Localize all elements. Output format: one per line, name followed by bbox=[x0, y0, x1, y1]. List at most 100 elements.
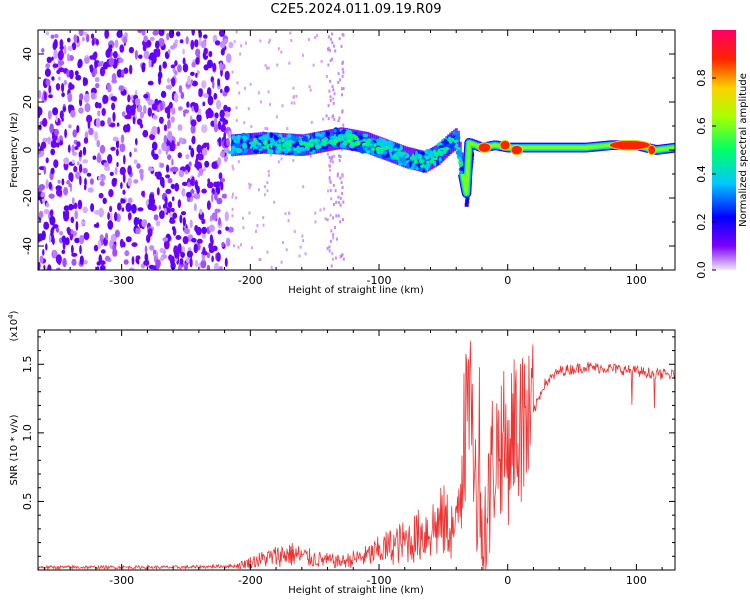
spectrogram-cell bbox=[47, 110, 52, 120]
spectrogram-cell bbox=[95, 83, 100, 89]
spectrogram-cell bbox=[99, 234, 104, 240]
spectrogram-cell bbox=[167, 130, 173, 141]
spectrogram-cell bbox=[296, 145, 300, 153]
spectrogram-cell bbox=[83, 259, 88, 265]
spectrogram-cell bbox=[99, 144, 106, 154]
spectrogram-cell bbox=[225, 237, 231, 247]
spectrogram-cell bbox=[223, 38, 228, 43]
spectrogram-cell bbox=[299, 146, 305, 151]
spectrogram-cell bbox=[217, 229, 222, 235]
spectrogram-cell bbox=[191, 61, 196, 68]
spectrogram-cell bbox=[303, 141, 307, 146]
spectrogram-cell bbox=[316, 33, 319, 37]
spectrogram-cell bbox=[263, 193, 266, 197]
spectrogram-cell bbox=[167, 154, 172, 161]
spectrogram-cell bbox=[343, 139, 348, 146]
spectrogram-cell bbox=[238, 91, 241, 95]
spectrogram-cell bbox=[158, 64, 162, 73]
spectrogram-cell bbox=[439, 147, 444, 151]
spectrogram-cell bbox=[94, 59, 98, 70]
spectrogram-cell bbox=[82, 167, 88, 174]
spectrogram-cell bbox=[195, 72, 198, 78]
spectrogram-cell bbox=[339, 196, 342, 200]
spectrogram-cell bbox=[388, 146, 393, 153]
spectrogram-cell bbox=[328, 48, 331, 52]
spectrogram-cell bbox=[38, 261, 41, 270]
y-tick-label: 1.5 bbox=[21, 356, 34, 374]
spectrogram-cell bbox=[158, 75, 162, 85]
spectrogram-cell bbox=[304, 144, 310, 149]
spectrogram-cell bbox=[190, 79, 194, 84]
spectrogram-cell bbox=[132, 116, 136, 125]
spectrogram-cell bbox=[339, 203, 342, 207]
spectrogram-cell bbox=[163, 239, 170, 250]
spectrogram-cell bbox=[190, 39, 195, 50]
spectrogram-cell bbox=[38, 124, 42, 131]
spectrogram-cell bbox=[75, 171, 81, 180]
spectrogram-cell bbox=[209, 234, 213, 243]
spectrogram-cell bbox=[278, 148, 286, 152]
spectrogram-cell bbox=[299, 245, 302, 249]
spectrogram-cell bbox=[190, 189, 195, 194]
spectrogram-cell bbox=[54, 128, 59, 136]
spectrogram-cell bbox=[405, 162, 410, 169]
spectrogram-cell bbox=[292, 148, 298, 151]
spectrogram-cell bbox=[227, 150, 235, 155]
spectrogram-cell bbox=[438, 157, 442, 162]
spectrogram-cell bbox=[332, 233, 335, 237]
spectrogram-cell bbox=[329, 168, 331, 172]
spectrogram-cell bbox=[337, 119, 340, 123]
spectrogram-cell bbox=[179, 214, 183, 224]
spectrogram-cell bbox=[66, 53, 70, 62]
spectrogram-cell bbox=[223, 131, 226, 140]
spectrogram-cell bbox=[326, 218, 329, 222]
y-tick-label: 0 bbox=[21, 147, 34, 154]
spectrogram-cell bbox=[341, 87, 343, 91]
spectrogram-cell bbox=[89, 178, 94, 185]
spectrogram-cell bbox=[158, 205, 161, 210]
spectrogram-cell bbox=[366, 150, 371, 154]
spectrogram-cell bbox=[275, 115, 278, 119]
spectrogram-cell bbox=[292, 159, 295, 163]
spectrogram-hot-spot bbox=[608, 139, 652, 151]
spectrogram-cell bbox=[108, 44, 113, 49]
spectrogram-cell bbox=[266, 189, 269, 193]
spectrogram-cell bbox=[332, 216, 335, 220]
spectrogram-cell bbox=[102, 61, 109, 70]
spectrogram-cell bbox=[147, 107, 152, 117]
spectrogram-cell bbox=[91, 38, 95, 46]
spectrogram-cell bbox=[100, 249, 106, 254]
spectrogram-cell bbox=[96, 261, 101, 266]
spectrogram-cell bbox=[293, 149, 298, 157]
spectrogram-cell bbox=[169, 212, 173, 218]
spectrogram-cell bbox=[342, 257, 345, 261]
spectrogram-cell bbox=[109, 122, 116, 128]
spectrogram-cell bbox=[154, 171, 158, 177]
spectrogram-cell bbox=[152, 30, 159, 36]
spectrogram-cell bbox=[92, 155, 97, 160]
spectrogram-cell bbox=[142, 44, 147, 52]
spectrogram-cell bbox=[82, 146, 87, 156]
spectrogram-cell bbox=[45, 63, 51, 69]
spectrogram-cell bbox=[196, 144, 202, 154]
spectrogram-cell bbox=[328, 245, 331, 249]
spectrogram-cell bbox=[158, 30, 165, 37]
spectrogram-cell bbox=[45, 78, 51, 86]
spectrogram-cell bbox=[327, 63, 330, 67]
spectrogram-cell bbox=[79, 175, 82, 186]
spectrogram-cell bbox=[327, 47, 329, 51]
spectrogram-cell bbox=[248, 211, 251, 215]
spectrogram-cell bbox=[129, 267, 135, 270]
spectrogram-cell bbox=[217, 157, 222, 166]
spectrogram-cell bbox=[74, 146, 79, 150]
spectrogram-cell bbox=[186, 101, 190, 108]
spectrogram-cell bbox=[266, 181, 269, 185]
spectrogram-cell bbox=[184, 227, 190, 235]
spectrogram-cell bbox=[211, 161, 218, 169]
spectrogram-cell bbox=[165, 174, 171, 179]
spectrogram-cell bbox=[73, 34, 78, 43]
spectrogram-cell bbox=[114, 166, 118, 175]
spectrogram-cell bbox=[310, 138, 313, 143]
spectrogram-cell bbox=[70, 110, 76, 118]
spectrogram-cell bbox=[428, 153, 433, 158]
